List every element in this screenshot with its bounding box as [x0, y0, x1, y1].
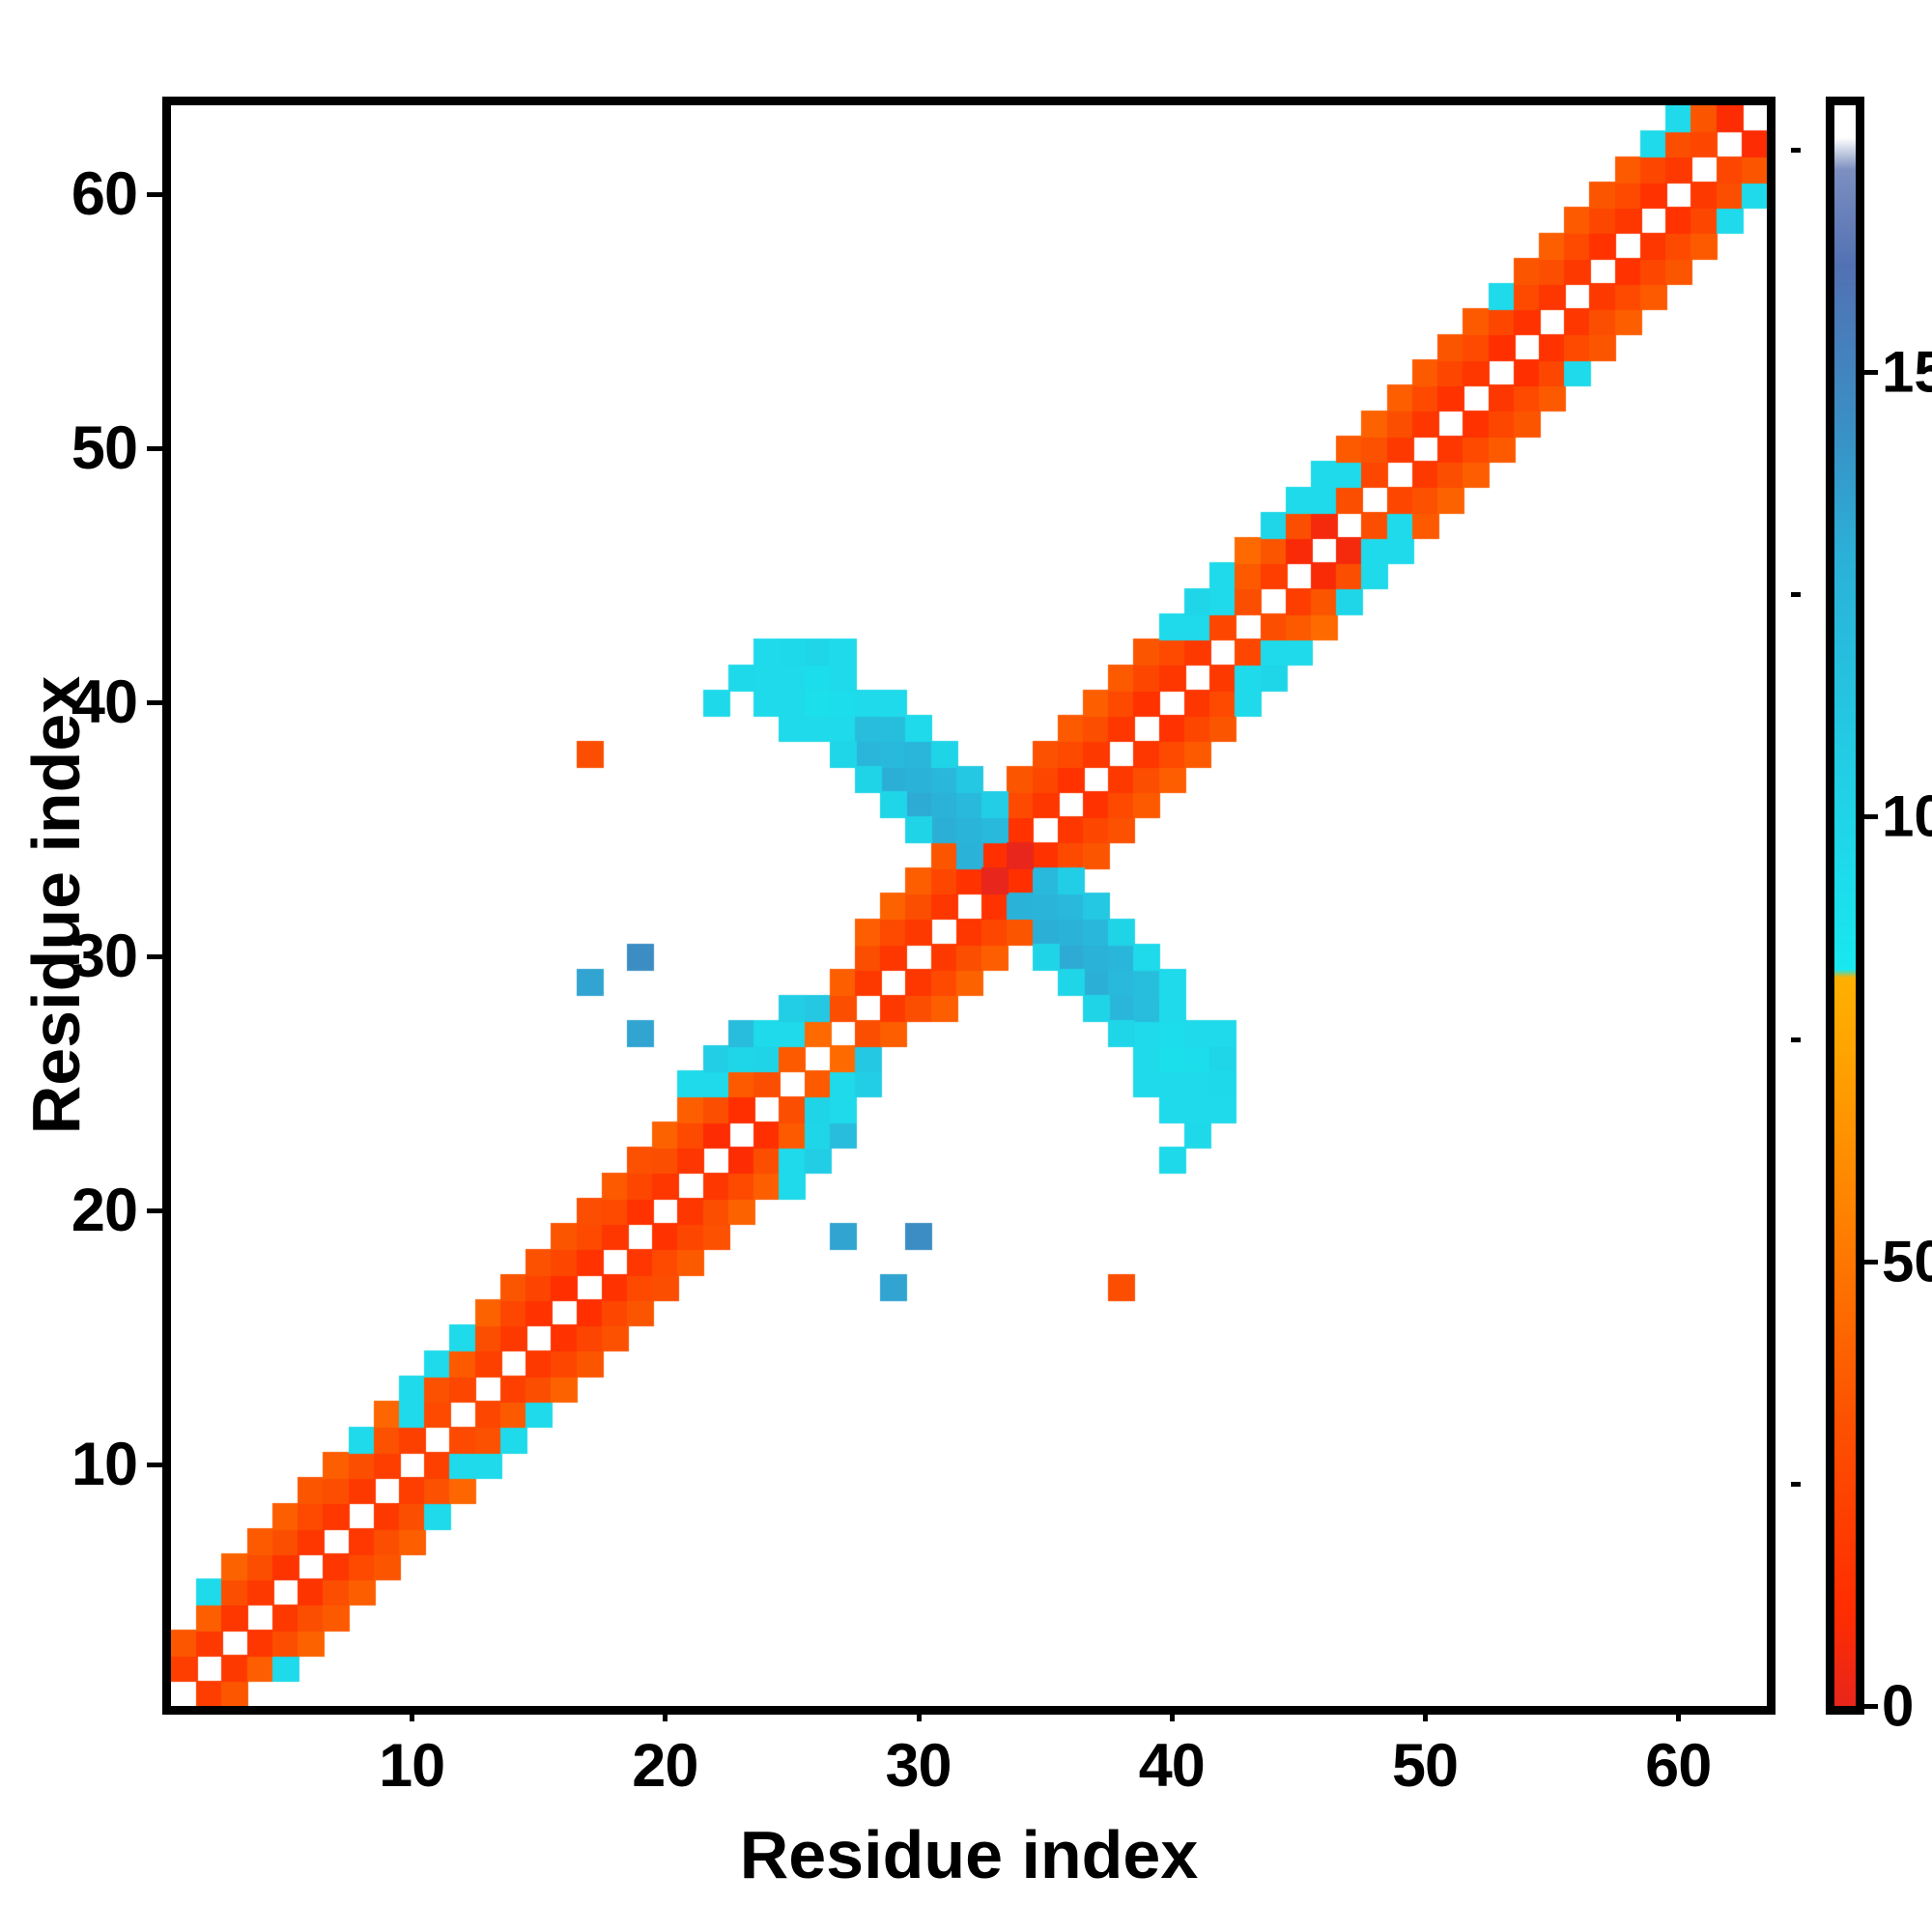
y-tick-20: [147, 1208, 162, 1214]
x-tick-20: [663, 1706, 668, 1721]
y-tick-label-50: 50: [71, 414, 138, 483]
x-tick-label-10: 10: [379, 1732, 445, 1800]
colorbar-tick-label-150: 150: [1882, 339, 1932, 405]
y-tick-10: [147, 1463, 162, 1468]
colorbar-tick-50: [1864, 1259, 1878, 1264]
x-tick-label-40: 40: [1138, 1732, 1206, 1800]
colorbar-tick-label-50: 50: [1882, 1229, 1932, 1294]
x-tick-label-50: 50: [1391, 1732, 1459, 1800]
colorbar-minor-tick-175: [1791, 148, 1801, 154]
colorbar-minor-tick-125: [1791, 592, 1801, 598]
y-tick-label-20: 20: [71, 1177, 138, 1245]
x-tick-30: [916, 1706, 922, 1721]
colorbar-gradient: [1834, 105, 1856, 1706]
x-tick-60: [1676, 1706, 1682, 1721]
y-tick-label-10: 10: [71, 1431, 138, 1499]
colorbar-tick-0: [1864, 1704, 1878, 1709]
y-tick-50: [147, 446, 162, 452]
x-tick-label-20: 20: [632, 1732, 698, 1800]
x-tick-label-60: 60: [1645, 1732, 1712, 1800]
colorbar-tick-label-100: 100: [1882, 783, 1932, 849]
y-tick-label-30: 30: [71, 923, 138, 991]
x-tick-50: [1423, 1706, 1428, 1721]
y-tick-60: [147, 192, 162, 198]
contact-map-canvas: [171, 105, 1767, 1706]
y-tick-label-60: 60: [71, 160, 138, 229]
y-axis-label: Residue index: [18, 675, 94, 1135]
x-axis-label: Residue index: [739, 1817, 1199, 1892]
x-tick-10: [410, 1706, 415, 1721]
colorbar-minor-tick-25: [1791, 1481, 1801, 1487]
heatmap-plot-area: [162, 97, 1776, 1715]
x-tick-40: [1169, 1706, 1175, 1721]
colorbar-minor-tick-75: [1791, 1037, 1801, 1042]
colorbar: [1826, 97, 1864, 1715]
y-tick-40: [147, 700, 162, 706]
colorbar-tick-150: [1864, 370, 1878, 376]
y-tick-30: [147, 954, 162, 960]
y-tick-label-40: 40: [71, 668, 138, 737]
colorbar-tick-label-0: 0: [1882, 1673, 1915, 1739]
colorbar-tick-100: [1864, 814, 1878, 820]
x-tick-label-30: 30: [885, 1732, 952, 1800]
